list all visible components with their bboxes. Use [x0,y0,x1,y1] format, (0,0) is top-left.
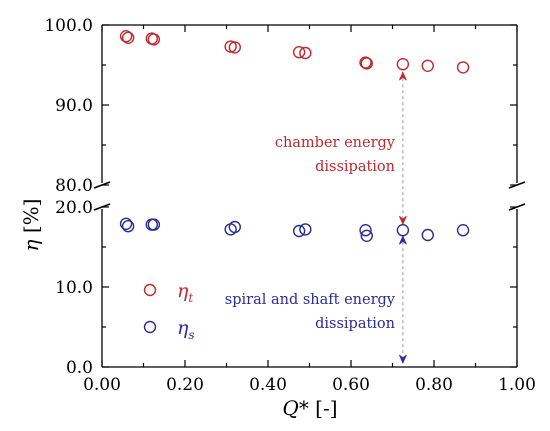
data-point-eta-s [119,217,133,231]
y-tick-label: 100.0 [44,16,93,36]
arrowhead-spiral-top [399,235,407,245]
data-point-eta-t [299,46,312,60]
dissipation-arrows [399,71,407,364]
data-point-eta-t [360,57,373,70]
legend-marker-eta-s [143,320,157,334]
annotation-chamber-line-1: chamber energy [275,135,396,151]
annotation-spiral-line-1: spiral and shaft energy [225,292,396,308]
y-tick-labels: 100.0 90.0 80.0 20.0 10.0 0.0 [44,16,93,378]
x-tick-label: 1.00 [498,375,536,395]
y-tick-label: 90.0 [55,96,93,116]
annotation-spiral-line-2: dissipation [315,316,395,332]
data-points [119,30,470,243]
arrowhead-chamber-top [399,71,407,81]
annotation-chamber-line-2: dissipation [315,159,395,175]
y-axis-title: η [%] [19,199,43,252]
data-point-eta-s [359,223,372,237]
legend: ηt ηs [143,280,195,342]
data-point-eta-t [456,61,470,74]
y-tick-label: 80.0 [55,176,93,196]
x-tick-label: 0.00 [83,375,121,395]
data-point-eta-s [299,223,312,236]
x-tick-label: 0.80 [415,375,453,395]
data-point-eta-t [224,40,237,53]
x-tick-labels: 0.00 0.20 0.40 0.60 0.80 1.00 [83,375,536,395]
data-point-eta-t [396,57,410,71]
data-point-eta-t [292,46,306,59]
axis-ticks [101,24,518,368]
legend-marker-eta-t [143,283,157,297]
arrowhead-spiral-bottom [399,354,407,364]
y-tick-label: 20.0 [55,198,93,218]
data-point-eta-t [121,31,135,44]
data-point-eta-s [396,223,410,237]
arrowhead-chamber-bottom [399,215,407,226]
data-point-eta-s [456,223,470,237]
data-point-eta-t [421,59,434,73]
data-point-eta-t [228,41,242,54]
x-tick-label: 0.40 [249,375,287,395]
legend-label-eta-t: ηt [177,280,193,305]
x-axis-title: Q* [-] [282,396,337,420]
data-point-eta-s [421,228,434,242]
data-point-eta-t [119,30,133,43]
x-tick-label: 0.20 [166,375,204,395]
data-point-eta-s [360,229,373,243]
x-tick-label: 0.60 [332,375,370,395]
data-point-eta-t [147,33,161,46]
data-point-eta-s [224,223,237,236]
annotation-spiral: spiral and shaft energy dissipation [225,292,396,332]
y-tick-label: 0.0 [66,358,93,378]
annotation-chamber: chamber energy dissipation [275,135,396,175]
data-point-eta-s [292,224,306,238]
data-point-eta-s [228,220,242,234]
legend-label-eta-s: ηs [177,317,195,342]
plot-frame [93,24,526,368]
data-point-eta-s [121,219,135,233]
y-tick-label: 10.0 [55,278,93,298]
data-point-eta-s [147,218,161,231]
